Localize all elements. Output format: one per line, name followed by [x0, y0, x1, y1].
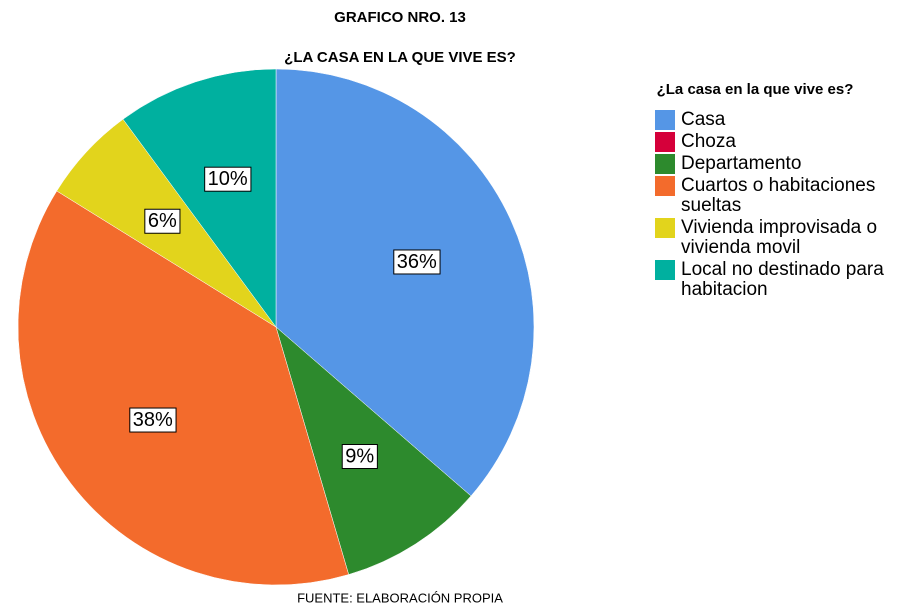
- legend-swatch: [655, 218, 675, 238]
- label-box: [204, 166, 252, 192]
- slice: [122, 68, 277, 328]
- legend-item: Local no destinado para habitacion: [655, 260, 905, 300]
- slice: [275, 68, 535, 497]
- legend-label: Departamento: [681, 153, 802, 174]
- label-box: [129, 407, 177, 433]
- chart-subtitle: ¿LA CASA EN LA QUE VIVE ES?: [284, 49, 516, 66]
- data-labels: 36% 9% 38% 6% 10%: [129, 166, 441, 470]
- legend-item: Casa: [655, 110, 905, 130]
- label-box: [393, 249, 441, 275]
- slice: [17, 190, 349, 586]
- legend-swatch: [655, 110, 675, 130]
- legend-label: Cuartos o habitaciones sueltas: [681, 175, 876, 216]
- data-label: 36%: [397, 251, 437, 273]
- legend-label: Choza: [681, 131, 736, 152]
- legend-label: Local no destinado para habitacion: [681, 259, 884, 300]
- data-label: 38%: [133, 409, 173, 431]
- legend-swatch: [655, 132, 675, 152]
- legend-item: Choza: [655, 132, 905, 152]
- legend-item: Departamento: [655, 154, 905, 174]
- footer: FUENTE: ELABORACIÓN PROPIA: [297, 590, 503, 605]
- legend-items: Casa Choza Departamento Cuartos o habitacio…: [655, 110, 905, 300]
- data-label: 9%: [345, 446, 374, 468]
- label-box: [144, 208, 181, 234]
- data-label: 10%: [208, 168, 248, 190]
- legend-swatch: [655, 154, 675, 174]
- data-label: 6%: [148, 210, 177, 232]
- legend-swatch: [655, 260, 675, 280]
- legend-swatch: [655, 176, 675, 196]
- legend-item: Vivienda improvisada o vivienda movil: [655, 218, 905, 258]
- legend-label: Vivienda improvisada o vivienda movil: [681, 217, 878, 258]
- legend-label: Casa: [681, 109, 726, 130]
- label-box: [341, 444, 378, 470]
- legend-item: Cuartos o habitaciones sueltas: [655, 176, 905, 216]
- legend: ¿La casa en la que vive es? Casa Choza Dep…: [655, 82, 905, 302]
- legend-title: ¿La casa en la que vive es?: [656, 81, 854, 98]
- pie: [17, 68, 535, 586]
- chart-title: GRAFICO NRO. 13: [334, 9, 466, 26]
